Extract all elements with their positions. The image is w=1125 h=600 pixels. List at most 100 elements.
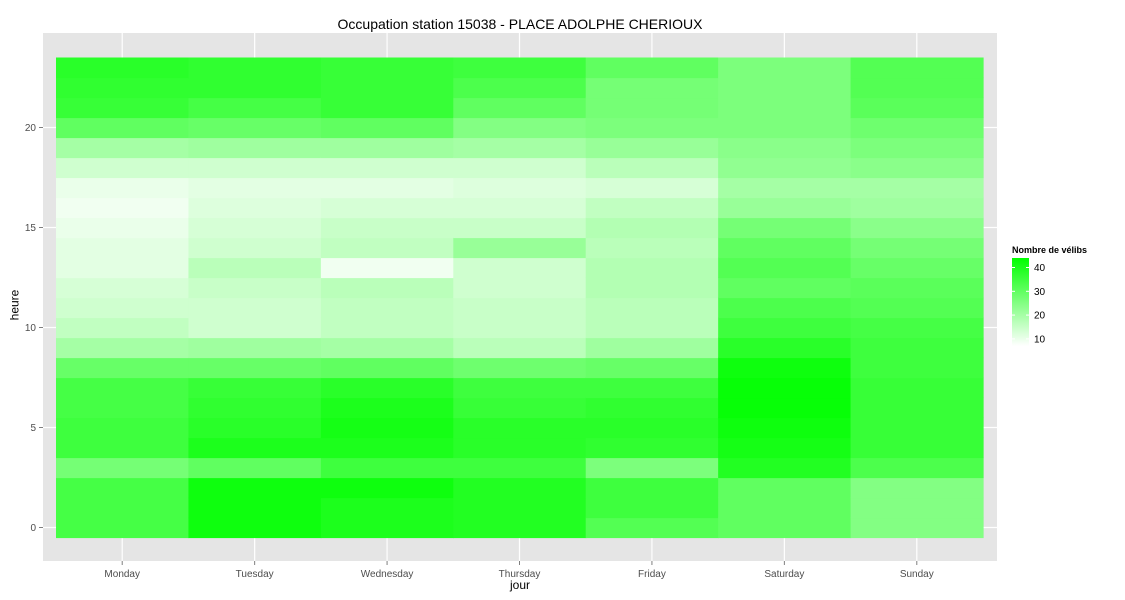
heatmap-cell xyxy=(320,417,454,439)
y-tick-label: 20 xyxy=(25,123,37,134)
heatmap-cell xyxy=(585,317,719,339)
heatmap-cell xyxy=(585,277,719,299)
heatmap-cell xyxy=(453,57,587,79)
heatmap-cell xyxy=(453,137,587,159)
x-tick-label: Wednesday xyxy=(361,569,414,580)
heatmap-cell xyxy=(453,217,587,239)
x-tick-label: Thursday xyxy=(499,569,541,580)
heatmap-cell xyxy=(718,417,852,439)
heatmap-cell xyxy=(718,117,852,139)
heatmap-cell xyxy=(718,357,852,379)
heatmap-cell xyxy=(188,77,322,99)
heatmap-cell xyxy=(320,237,454,259)
heatmap-cell xyxy=(320,177,454,199)
heatmap-cell xyxy=(56,277,190,299)
heatmap-cell xyxy=(585,517,719,539)
heatmap-cell xyxy=(56,517,190,539)
heatmap-cell xyxy=(320,337,454,359)
heatmap-cell xyxy=(320,217,454,239)
heatmap-cell xyxy=(850,217,984,239)
heatmap-cell xyxy=(56,357,190,379)
heatmap-cell xyxy=(56,297,190,319)
heatmap-cell xyxy=(585,417,719,439)
heatmap-cell xyxy=(850,417,984,439)
heatmap-cell xyxy=(718,397,852,419)
heatmap-cell xyxy=(585,217,719,239)
heatmap-cell xyxy=(188,137,322,159)
heatmap-cell xyxy=(718,377,852,399)
heatmap-cell xyxy=(56,217,190,239)
heatmap-cell xyxy=(56,337,190,359)
heatmap-cell xyxy=(320,497,454,519)
heatmap-cell xyxy=(320,57,454,79)
heatmap-cell xyxy=(453,377,587,399)
heatmap-cell xyxy=(188,457,322,479)
heatmap-cell xyxy=(850,517,984,539)
heatmap-cell xyxy=(320,437,454,459)
heatmap-cell xyxy=(585,97,719,119)
heatmap-cell xyxy=(585,57,719,79)
heatmap-cell xyxy=(718,217,852,239)
heatmap-cell xyxy=(56,397,190,419)
y-tick-label: 15 xyxy=(25,223,37,234)
heatmap-cell xyxy=(718,237,852,259)
heatmap-cell xyxy=(585,77,719,99)
heatmap-cell xyxy=(320,357,454,379)
legend-colorbar xyxy=(1012,258,1029,346)
heatmap-cell xyxy=(320,277,454,299)
heatmap-cell xyxy=(453,277,587,299)
heatmap-cell xyxy=(718,297,852,319)
heatmap-cell xyxy=(453,437,587,459)
y-axis-label: heure xyxy=(7,289,22,321)
heatmap-cell xyxy=(585,117,719,139)
heatmap-cell xyxy=(188,97,322,119)
heatmap-cell xyxy=(718,137,852,159)
legend: 10 20 30 40 xyxy=(1012,258,1046,346)
heatmap-cell xyxy=(585,337,719,359)
heatmap-cell xyxy=(56,457,190,479)
heatmap-cell xyxy=(56,417,190,439)
heatmap-cell xyxy=(188,357,322,379)
x-axis-label: jour xyxy=(509,578,530,592)
heatmap-cell xyxy=(585,197,719,219)
chart-title: Occupation station 15038 - PLACE ADOLPHE… xyxy=(337,16,703,32)
heatmap-cell xyxy=(56,317,190,339)
heatmap-cell xyxy=(453,457,587,479)
heatmap-cell xyxy=(320,197,454,219)
heatmap-cell xyxy=(850,317,984,339)
heatmap-cell xyxy=(453,417,587,439)
heatmap-cell xyxy=(850,457,984,479)
heatmap-cell xyxy=(56,197,190,219)
heatmap-cell xyxy=(56,97,190,119)
heatmap-cell xyxy=(718,477,852,499)
heatmap-cell xyxy=(56,77,190,99)
heatmap-cell xyxy=(320,117,454,139)
heatmap-cell xyxy=(585,257,719,279)
heatmap-cell xyxy=(453,77,587,99)
heatmap-cell xyxy=(453,97,587,119)
heatmap-cells xyxy=(56,57,984,539)
heatmap-cell xyxy=(188,417,322,439)
heatmap-cell xyxy=(850,137,984,159)
heatmap-cell xyxy=(188,157,322,179)
x-tick-label: Sunday xyxy=(900,569,934,580)
heatmap-cell xyxy=(453,397,587,419)
heatmap-cell xyxy=(320,317,454,339)
heatmap-cell xyxy=(585,357,719,379)
heatmap-cell xyxy=(320,257,454,279)
heatmap-cell xyxy=(188,297,322,319)
heatmap-cell xyxy=(56,157,190,179)
heatmap-cell xyxy=(718,197,852,219)
heatmap-cell xyxy=(56,377,190,399)
heatmap-cell xyxy=(56,257,190,279)
heatmap-cell xyxy=(850,177,984,199)
heatmap-cell xyxy=(56,177,190,199)
heatmap-cell xyxy=(850,197,984,219)
y-tick-label: 10 xyxy=(25,323,37,334)
heatmap-cell xyxy=(850,357,984,379)
y-tick-label: 0 xyxy=(30,523,36,534)
heatmap-cell xyxy=(188,477,322,499)
heatmap-cell xyxy=(585,177,719,199)
